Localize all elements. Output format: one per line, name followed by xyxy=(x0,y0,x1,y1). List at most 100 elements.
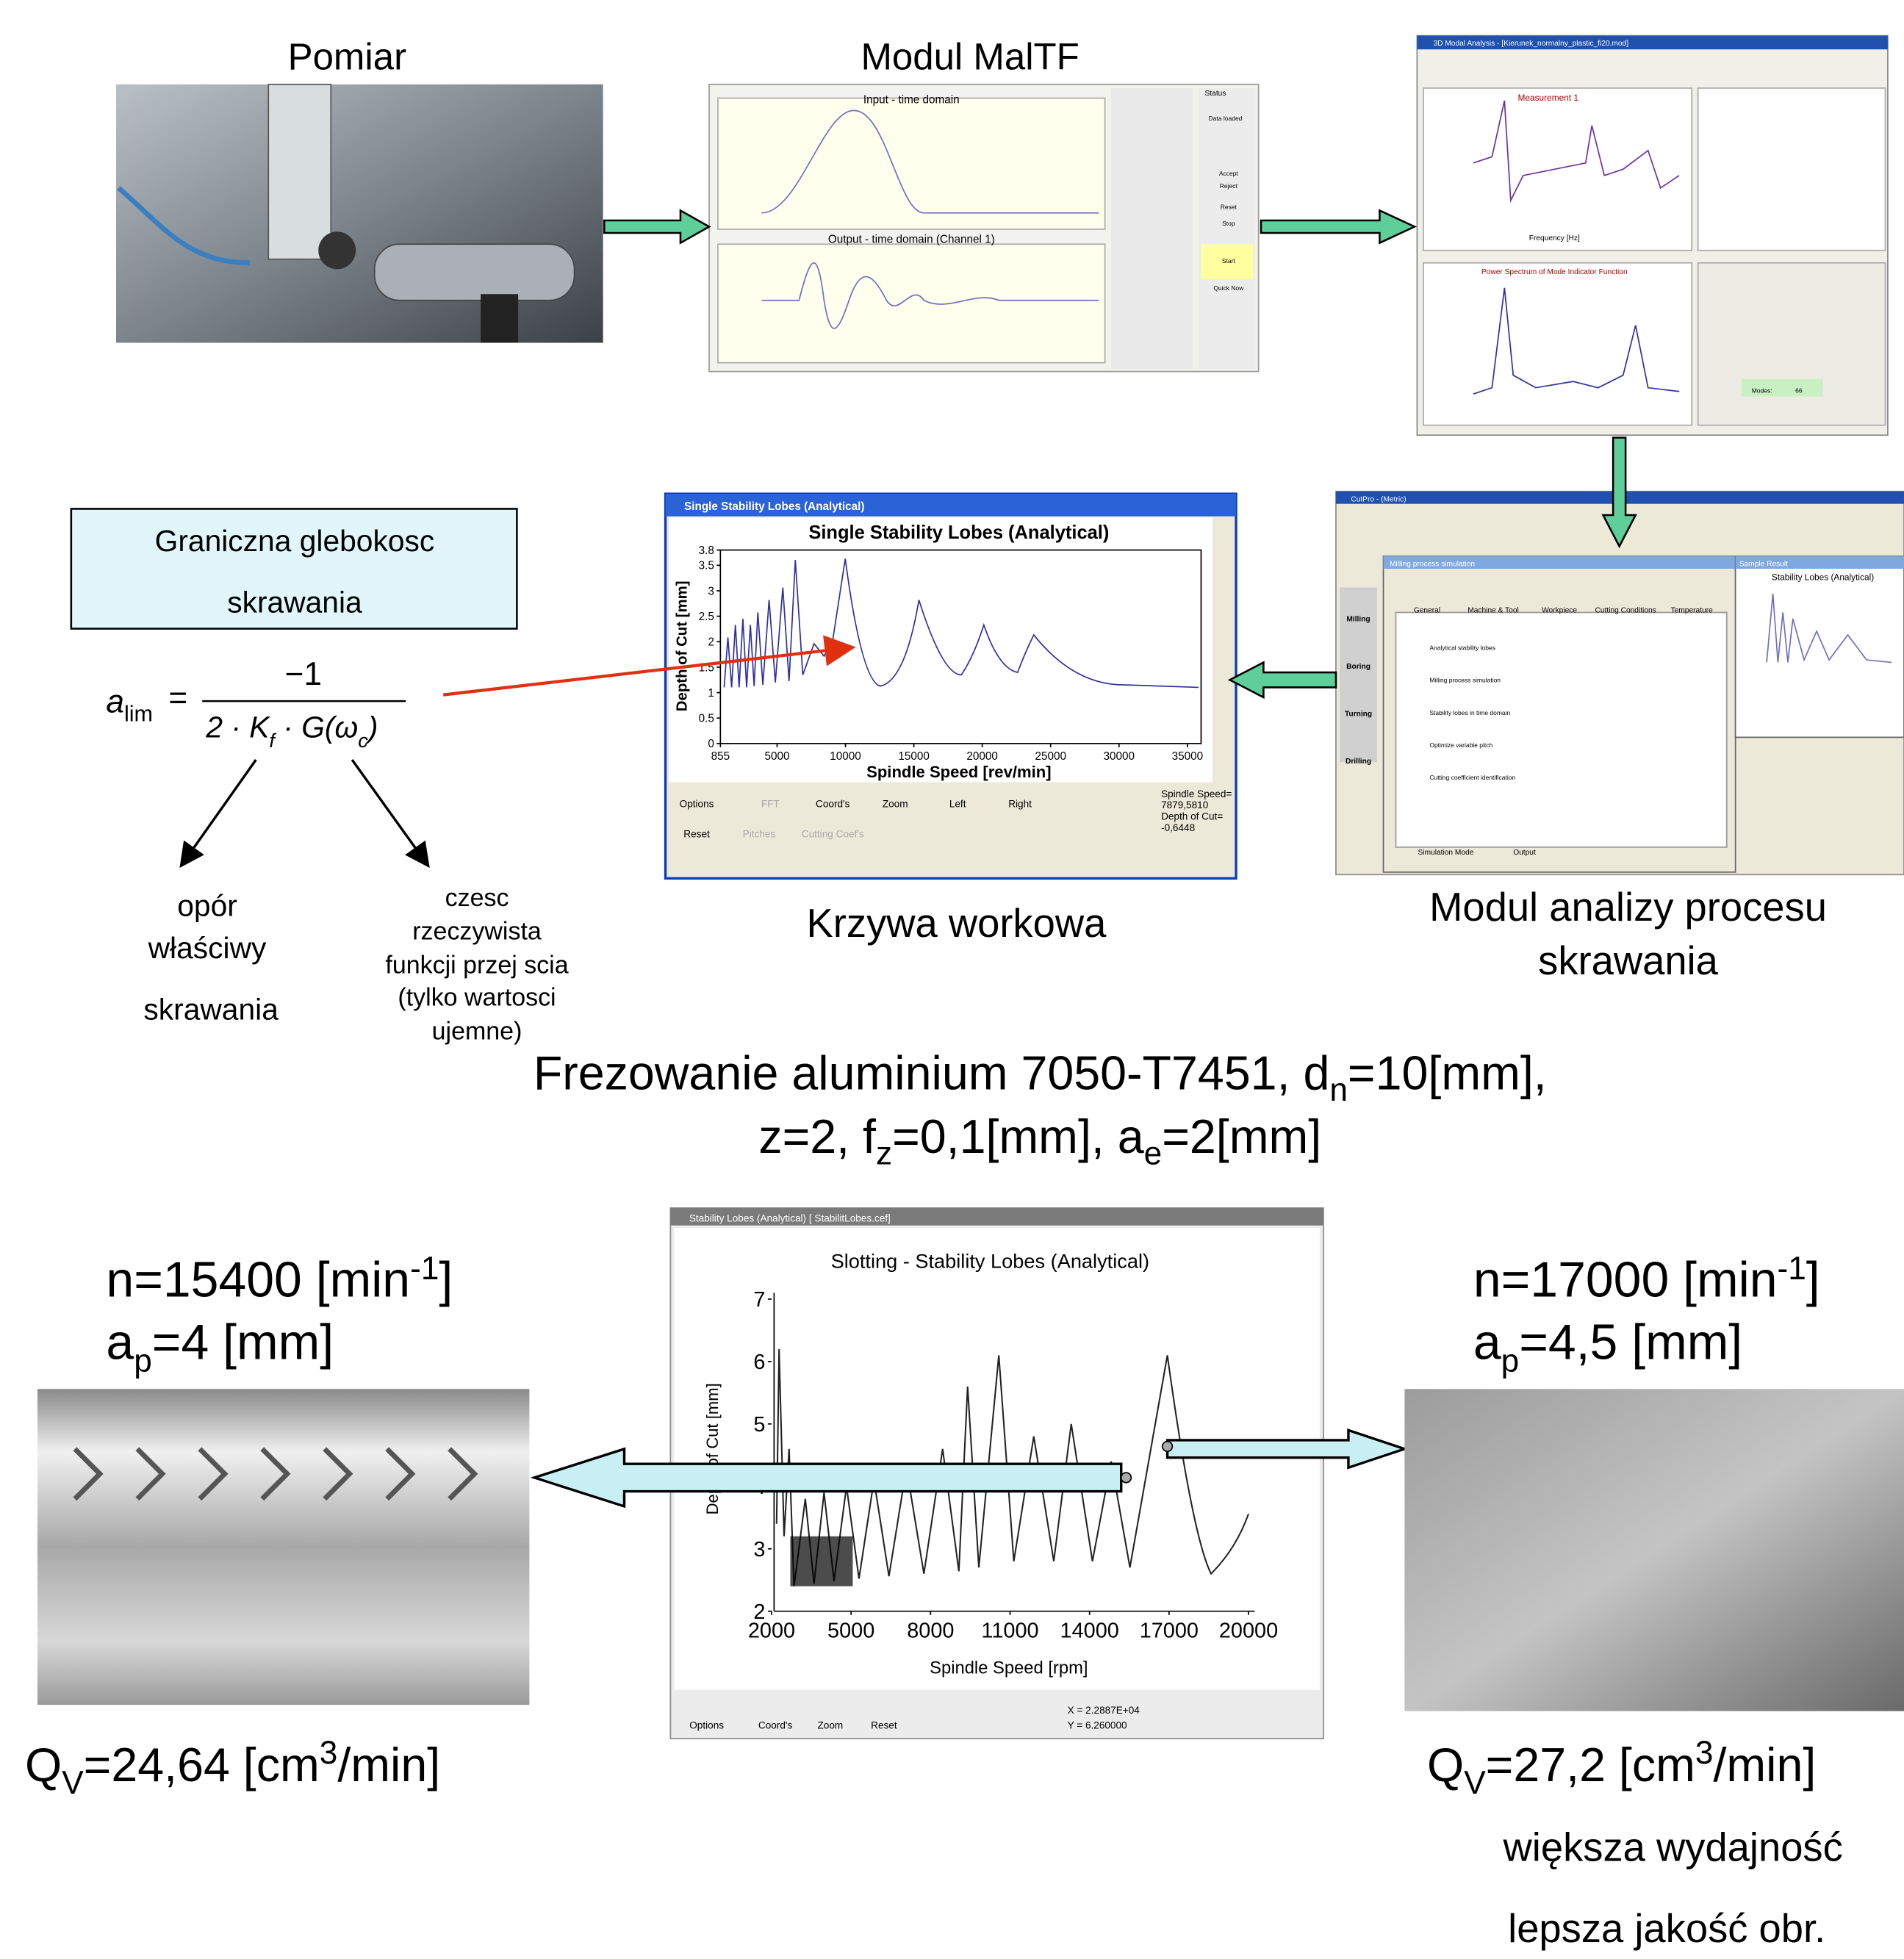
tab[interactable]: Output xyxy=(1513,849,1536,857)
case-part: 3 xyxy=(1695,1735,1714,1771)
case-text: ap=4 [mm] xyxy=(106,1315,334,1379)
x-tick-label: 2000 xyxy=(748,1619,795,1642)
side-button[interactable]: Milling xyxy=(1346,615,1370,623)
option[interactable]: Optimize variable pitch xyxy=(1429,741,1492,749)
formula: 2 · Kf · G(ωc) xyxy=(205,710,378,752)
toolbar-button[interactable]: Zoom xyxy=(817,1719,843,1730)
formula-part: · G(ω xyxy=(275,710,358,744)
tab[interactable]: Temperature xyxy=(1671,606,1714,614)
case-part: /min] xyxy=(1713,1739,1816,1791)
option[interactable]: Cutting coefficient identification xyxy=(1429,774,1515,781)
case-part: -1 xyxy=(1778,1251,1806,1287)
y-tick-label: 2 xyxy=(753,1600,765,1624)
case-part: a xyxy=(106,1315,134,1370)
button[interactable]: Quick Now xyxy=(1213,284,1244,292)
toolbar-button[interactable]: Coord's xyxy=(758,1719,793,1730)
modal-window: 3D Modal Analysis - [Kierunek_normalny_p… xyxy=(1416,35,1889,436)
box-text: skrawania xyxy=(227,585,362,619)
case-part: n=15400 [min xyxy=(106,1252,410,1308)
button[interactable]: Accept xyxy=(1219,170,1239,177)
x-tick-label: 20000 xyxy=(966,750,998,763)
tab[interactable]: General xyxy=(1414,606,1440,614)
label: skrawania xyxy=(1538,938,1718,983)
case-part: =24,64 [cm xyxy=(84,1739,320,1791)
toolbar-button[interactable]: Reset xyxy=(683,828,710,839)
option[interactable]: Milling process simulation xyxy=(1429,677,1501,684)
branch-text: (tylko wartosci xyxy=(398,984,556,1012)
heading-part: e xyxy=(1144,1135,1163,1171)
x-tick-label: 8000 xyxy=(907,1619,954,1642)
formula-part: c xyxy=(358,729,368,752)
tab[interactable]: Workpiece xyxy=(1542,606,1577,614)
toolbar-button[interactable]: Left xyxy=(949,799,966,810)
label: Modul MalTF xyxy=(861,35,1079,77)
toolbar-button[interactable]: Coord's xyxy=(816,799,850,810)
button[interactable]: Reject xyxy=(1220,182,1238,190)
button[interactable]: Stop xyxy=(1222,220,1235,227)
case-text: QV=24,64 [cm3/min] xyxy=(25,1735,440,1801)
toolbar-button[interactable]: Reset xyxy=(871,1719,897,1730)
readout: X = 2.2887E+04 xyxy=(1068,1705,1140,1716)
chart-title: Single Stability Lobes (Analytical) xyxy=(808,522,1109,543)
lobes-window: Single Stability Lobes (Analytical) Sing… xyxy=(664,492,1237,880)
option[interactable]: Analytical stability lobes xyxy=(1429,644,1495,651)
axis-label: Frequency [Hz] xyxy=(1529,234,1580,242)
tab[interactable]: Cutting Conditions xyxy=(1595,606,1656,614)
tab[interactable]: Simulation Mode xyxy=(1418,849,1474,857)
formula-part: a xyxy=(106,683,124,719)
heading: Frezowanie aluminium 7050-T7451, dn=10[m… xyxy=(534,1047,1547,1108)
slotting-window: Stability Lobes (Analytical) [ StabilitL… xyxy=(669,1207,1324,1739)
axis-label: Depth of Cut [mm] xyxy=(674,581,690,712)
toolbar-button[interactable]: Options xyxy=(689,1719,724,1730)
point-marker xyxy=(1161,1440,1174,1453)
readout: Depth of Cut= xyxy=(1161,811,1223,822)
toolbar-button[interactable]: Right xyxy=(1008,799,1032,810)
button[interactable]: Reset xyxy=(1221,204,1237,211)
case-part: Q xyxy=(25,1739,62,1791)
option[interactable]: Stability lobes in time domain xyxy=(1429,709,1510,716)
panel-title: Input - time domain xyxy=(863,93,960,106)
toolbar-button[interactable]: Options xyxy=(680,799,714,810)
x-tick-label: 10000 xyxy=(830,750,861,763)
branch-text: czesc xyxy=(445,884,509,912)
chart-title: Stability Lobes (Analytical) xyxy=(1772,572,1874,582)
toolbar-button[interactable]: Zoom xyxy=(883,799,908,810)
button[interactable]: Start xyxy=(1222,257,1236,265)
case-text: ap=4,5 [mm] xyxy=(1473,1315,1742,1379)
y-tick-label: 3 xyxy=(753,1538,765,1561)
y-tick-label: 3.8 xyxy=(699,544,714,557)
arrow xyxy=(179,758,257,869)
x-tick-label: 25000 xyxy=(1035,750,1066,763)
heading-part: z=2, f xyxy=(758,1110,877,1163)
readout: Spindle Speed= xyxy=(1161,788,1232,799)
y-tick-label: 6 xyxy=(753,1351,765,1374)
box-text: Graniczna glebokosc xyxy=(155,524,435,558)
branch-text: opór xyxy=(177,888,237,922)
y-tick-label: 0.5 xyxy=(699,713,714,725)
tab[interactable]: Machine & Tool xyxy=(1467,606,1518,614)
y-tick-label: 2 xyxy=(708,636,714,649)
connector xyxy=(442,635,856,697)
window-title: Stability Lobes (Analytical) [ StabilitL… xyxy=(689,1213,891,1224)
x-tick-label: 5000 xyxy=(827,1619,874,1642)
heading-part: n xyxy=(1329,1072,1348,1108)
x-tick-label: 5000 xyxy=(764,750,789,763)
flow-arrows xyxy=(603,209,1637,700)
photo-surface xyxy=(37,1389,530,1705)
status-text: Data loaded xyxy=(1209,115,1243,122)
formula-part: lim xyxy=(124,701,153,726)
axis-label: Spindle Speed [rpm] xyxy=(930,1658,1088,1678)
case-part: a xyxy=(1473,1315,1501,1370)
formula-part: f xyxy=(269,729,276,752)
side-button[interactable]: Turning xyxy=(1345,711,1372,719)
definition-box xyxy=(70,508,518,630)
plot-title: Power Spectrum of Mode Indicator Functio… xyxy=(1481,268,1628,276)
toolbar-button: Cutting Coef's xyxy=(802,828,864,839)
readout: 7879,5810 xyxy=(1161,799,1209,810)
photo-measurement xyxy=(116,83,603,343)
side-button[interactable]: Drilling xyxy=(1346,758,1371,766)
readout: -0,6448 xyxy=(1161,822,1195,833)
side-button[interactable]: Boring xyxy=(1346,663,1370,671)
readout: Y = 6.260000 xyxy=(1068,1719,1127,1730)
